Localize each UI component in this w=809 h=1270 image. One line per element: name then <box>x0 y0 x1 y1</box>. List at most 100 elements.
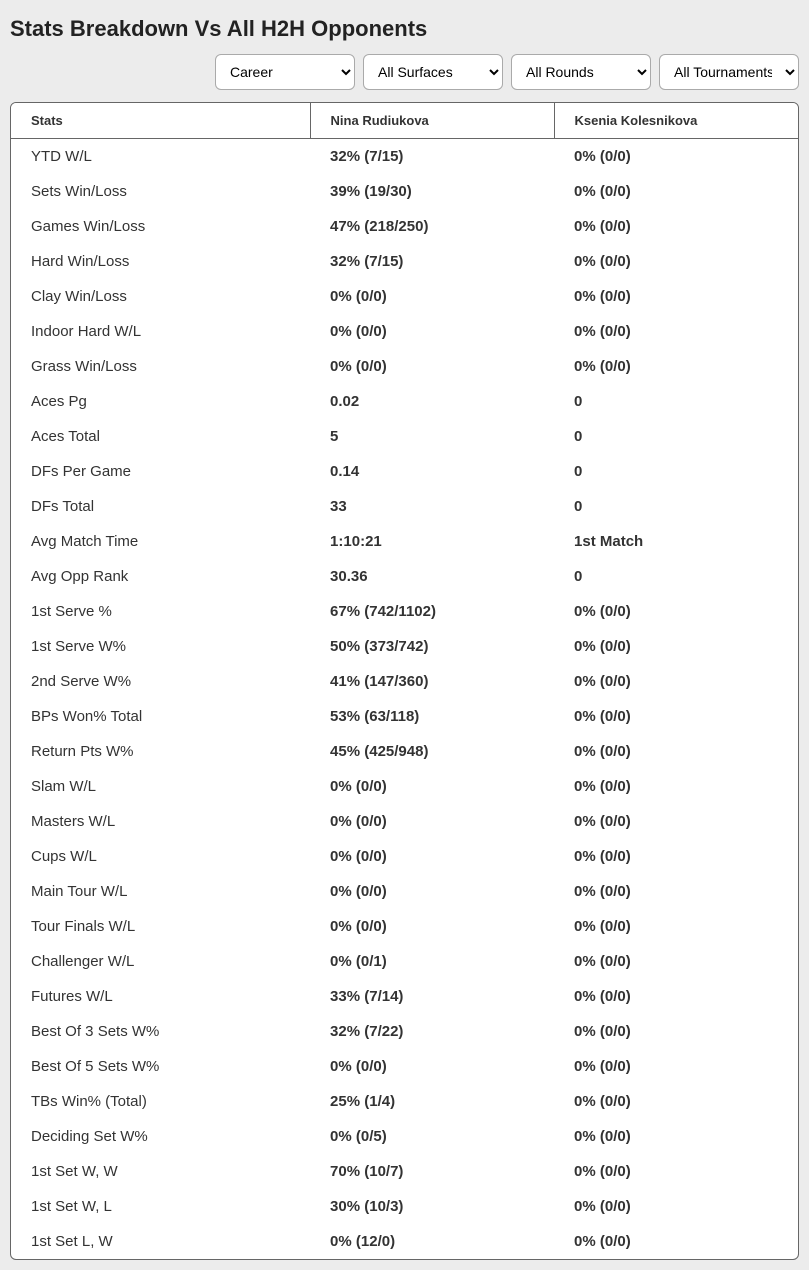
player1-value: 1:10:21 <box>310 524 554 559</box>
stat-label: Sets Win/Loss <box>11 174 310 209</box>
stat-label: Avg Opp Rank <box>11 559 310 594</box>
player1-value: 32% (7/22) <box>310 1014 554 1049</box>
player2-value: 0 <box>554 384 798 419</box>
player2-value: 0% (0/0) <box>554 1119 798 1154</box>
stat-label: BPs Won% Total <box>11 699 310 734</box>
player2-value: 0% (0/0) <box>554 629 798 664</box>
filter-career-select[interactable]: Career <box>215 54 355 90</box>
stat-label: 1st Set W, L <box>11 1189 310 1224</box>
player1-value: 0% (0/0) <box>310 349 554 384</box>
stats-table-container: Stats Nina Rudiukova Ksenia Kolesnikova … <box>10 102 799 1260</box>
player1-value: 0% (0/0) <box>310 839 554 874</box>
player2-value: 0% (0/0) <box>554 139 798 174</box>
stat-label: Challenger W/L <box>11 944 310 979</box>
player2-value: 0% (0/0) <box>554 1154 798 1189</box>
player2-value: 0% (0/0) <box>554 1014 798 1049</box>
player2-value: 0 <box>554 454 798 489</box>
table-row: 1st Serve W%50% (373/742)0% (0/0) <box>11 629 798 664</box>
stat-label: YTD W/L <box>11 139 310 174</box>
table-row: Return Pts W%45% (425/948)0% (0/0) <box>11 734 798 769</box>
player1-value: 0.02 <box>310 384 554 419</box>
player1-value: 33 <box>310 489 554 524</box>
stat-label: Best Of 3 Sets W% <box>11 1014 310 1049</box>
player1-value: 50% (373/742) <box>310 629 554 664</box>
stat-label: Return Pts W% <box>11 734 310 769</box>
table-row: Games Win/Loss47% (218/250)0% (0/0) <box>11 209 798 244</box>
player1-value: 0% (0/0) <box>310 279 554 314</box>
player1-value: 0% (0/0) <box>310 769 554 804</box>
stat-label: 1st Set L, W <box>11 1224 310 1259</box>
stat-label: 1st Serve W% <box>11 629 310 664</box>
player2-value: 0% (0/0) <box>554 174 798 209</box>
table-row: Challenger W/L0% (0/1)0% (0/0) <box>11 944 798 979</box>
table-row: 2nd Serve W%41% (147/360)0% (0/0) <box>11 664 798 699</box>
stat-label: 1st Set W, W <box>11 1154 310 1189</box>
player1-value: 33% (7/14) <box>310 979 554 1014</box>
table-row: Sets Win/Loss39% (19/30)0% (0/0) <box>11 174 798 209</box>
player2-value: 0% (0/0) <box>554 209 798 244</box>
player2-value: 0% (0/0) <box>554 244 798 279</box>
table-row: Clay Win/Loss0% (0/0)0% (0/0) <box>11 279 798 314</box>
player2-value: 0% (0/0) <box>554 909 798 944</box>
table-row: Aces Total50 <box>11 419 798 454</box>
table-row: Slam W/L0% (0/0)0% (0/0) <box>11 769 798 804</box>
player2-value: 0% (0/0) <box>554 804 798 839</box>
player2-value: 0% (0/0) <box>554 769 798 804</box>
stat-label: Best Of 5 Sets W% <box>11 1049 310 1084</box>
player2-value: 1st Match <box>554 524 798 559</box>
stat-label: Hard Win/Loss <box>11 244 310 279</box>
stat-label: Cups W/L <box>11 839 310 874</box>
player2-value: 0% (0/0) <box>554 314 798 349</box>
col-header-player2: Ksenia Kolesnikova <box>554 103 798 139</box>
table-row: Indoor Hard W/L0% (0/0)0% (0/0) <box>11 314 798 349</box>
stat-label: DFs Total <box>11 489 310 524</box>
player1-value: 30.36 <box>310 559 554 594</box>
player1-value: 0% (0/0) <box>310 1049 554 1084</box>
stat-label: Slam W/L <box>11 769 310 804</box>
player2-value: 0% (0/0) <box>554 944 798 979</box>
filter-surfaces-select[interactable]: All Surfaces <box>363 54 503 90</box>
player2-value: 0% (0/0) <box>554 1049 798 1084</box>
stats-table: Stats Nina Rudiukova Ksenia Kolesnikova … <box>11 103 798 1259</box>
player2-value: 0% (0/0) <box>554 349 798 384</box>
player1-value: 0% (12/0) <box>310 1224 554 1259</box>
player2-value: 0% (0/0) <box>554 1084 798 1119</box>
table-row: YTD W/L32% (7/15)0% (0/0) <box>11 139 798 174</box>
player1-value: 30% (10/3) <box>310 1189 554 1224</box>
table-row: BPs Won% Total53% (63/118)0% (0/0) <box>11 699 798 734</box>
stat-label: Grass Win/Loss <box>11 349 310 384</box>
player2-value: 0% (0/0) <box>554 979 798 1014</box>
player2-value: 0% (0/0) <box>554 664 798 699</box>
stat-label: Avg Match Time <box>11 524 310 559</box>
player1-value: 0.14 <box>310 454 554 489</box>
player2-value: 0% (0/0) <box>554 734 798 769</box>
player1-value: 32% (7/15) <box>310 139 554 174</box>
stat-label: Games Win/Loss <box>11 209 310 244</box>
filters-row: Career All Surfaces All Rounds All Tourn… <box>10 54 799 90</box>
stat-label: 2nd Serve W% <box>11 664 310 699</box>
player1-value: 0% (0/0) <box>310 874 554 909</box>
table-row: 1st Set W, W70% (10/7)0% (0/0) <box>11 1154 798 1189</box>
stat-label: DFs Per Game <box>11 454 310 489</box>
player1-value: 32% (7/15) <box>310 244 554 279</box>
player2-value: 0 <box>554 559 798 594</box>
stat-label: Indoor Hard W/L <box>11 314 310 349</box>
player1-value: 67% (742/1102) <box>310 594 554 629</box>
table-row: DFs Per Game0.140 <box>11 454 798 489</box>
stat-label: Futures W/L <box>11 979 310 1014</box>
player2-value: 0 <box>554 419 798 454</box>
table-row: Futures W/L33% (7/14)0% (0/0) <box>11 979 798 1014</box>
player1-value: 45% (425/948) <box>310 734 554 769</box>
table-row: 1st Set L, W0% (12/0)0% (0/0) <box>11 1224 798 1259</box>
table-row: 1st Serve %67% (742/1102)0% (0/0) <box>11 594 798 629</box>
table-row: Best Of 3 Sets W%32% (7/22)0% (0/0) <box>11 1014 798 1049</box>
filter-rounds-select[interactable]: All Rounds <box>511 54 651 90</box>
stat-label: Deciding Set W% <box>11 1119 310 1154</box>
stat-label: Masters W/L <box>11 804 310 839</box>
table-row: Deciding Set W%0% (0/5)0% (0/0) <box>11 1119 798 1154</box>
stat-label: Clay Win/Loss <box>11 279 310 314</box>
player1-value: 5 <box>310 419 554 454</box>
player2-value: 0% (0/0) <box>554 594 798 629</box>
player2-value: 0 <box>554 489 798 524</box>
filter-tournaments-select[interactable]: All Tournaments <box>659 54 799 90</box>
